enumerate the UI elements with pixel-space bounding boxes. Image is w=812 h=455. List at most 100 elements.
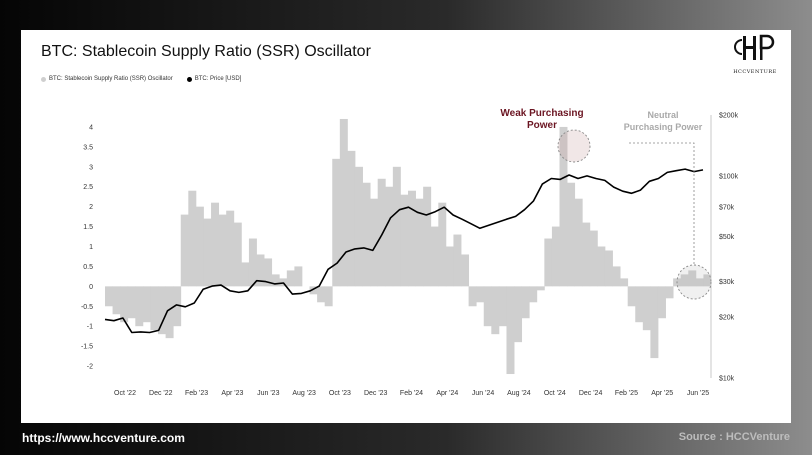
ssr-bar bbox=[521, 286, 530, 319]
neutral-power-circle bbox=[676, 264, 712, 300]
left-tick-label: -2 bbox=[87, 364, 93, 371]
ssr-bar bbox=[188, 190, 197, 287]
hcc-logo: HCCVENTURE bbox=[733, 34, 777, 75]
ssr-bar bbox=[385, 186, 394, 287]
ssr-bar bbox=[612, 266, 621, 287]
ssr-bar bbox=[377, 178, 386, 287]
ssr-bar bbox=[165, 286, 174, 339]
ssr-bar bbox=[688, 270, 697, 287]
ssr-bar bbox=[135, 286, 144, 327]
right-tick-label: $20k bbox=[719, 315, 735, 322]
weak-power-circle bbox=[557, 129, 591, 163]
x-tick-label: Feb '24 bbox=[400, 390, 423, 397]
x-tick-label: Jun '24 bbox=[472, 390, 494, 397]
right-tick-label: $200k bbox=[719, 113, 739, 120]
x-tick-label: Feb '23 bbox=[185, 390, 208, 397]
ssr-bar bbox=[635, 286, 644, 323]
ssr-bar bbox=[574, 198, 583, 287]
ssr-bar bbox=[559, 126, 568, 287]
ssr-bar bbox=[491, 286, 500, 335]
ssr-bar bbox=[529, 286, 538, 303]
ssr-bar bbox=[241, 262, 250, 287]
right-tick-label: $30k bbox=[719, 279, 735, 286]
ssr-bar bbox=[536, 286, 545, 291]
chart-svg: 4 3.5 3 2.5 2 1.5 1 0.5 0 -0.5 -1 -1.5 -2 $200k $100k $… bbox=[81, 108, 739, 397]
neutral-power-label: Neutral bbox=[647, 110, 678, 120]
ssr-bar bbox=[438, 202, 447, 287]
ssr-bar bbox=[408, 190, 416, 287]
left-tick-label: 3 bbox=[89, 164, 93, 171]
ssr-bar bbox=[650, 286, 659, 359]
ssr-bar bbox=[597, 246, 606, 287]
ssr-bar bbox=[317, 286, 326, 303]
x-tick-label: Aug '23 bbox=[292, 390, 316, 397]
ssr-bar bbox=[567, 182, 576, 287]
ssr-bar bbox=[461, 254, 470, 287]
ssr-bar bbox=[445, 246, 454, 287]
x-tick-label: Dec '24 bbox=[579, 390, 603, 397]
ssr-bar bbox=[158, 286, 167, 335]
ssr-bar bbox=[544, 238, 553, 287]
legend-dot-price bbox=[186, 76, 192, 82]
legend-label-price: BTC: Price [USD] bbox=[194, 76, 242, 82]
right-tick-label: $10k bbox=[719, 376, 735, 383]
ssr-bar bbox=[256, 254, 265, 287]
legend-item-ssr: BTC: Stablecoin Supply Ratio (SSR) Oscil… bbox=[41, 76, 173, 82]
left-tick-label: 2.5 bbox=[83, 184, 93, 191]
ssr-bar bbox=[309, 286, 318, 295]
legend-dot-ssr bbox=[41, 76, 46, 82]
ssr-bar bbox=[430, 226, 439, 287]
ssr-bar bbox=[620, 278, 629, 287]
footer-source: Source : HCCVenture bbox=[678, 431, 790, 443]
ssr-bar bbox=[173, 286, 182, 327]
price-line bbox=[104, 168, 704, 334]
ssr-bar bbox=[203, 218, 212, 287]
ssr-bar bbox=[332, 158, 341, 287]
x-tick-label: Oct '24 bbox=[544, 390, 566, 397]
chart-card: BTC: Stablecoin Supply Ratio (SSR) Oscil… bbox=[21, 30, 791, 423]
x-tick-label: Jun '25 bbox=[687, 390, 709, 397]
ssr-bar bbox=[695, 278, 704, 287]
left-tick-label: -1.5 bbox=[81, 344, 93, 351]
left-tick-label: 1 bbox=[89, 244, 93, 251]
legend-label-ssr: BTC: Stablecoin Supply Ratio (SSR) Oscil… bbox=[49, 76, 173, 82]
ssr-bar bbox=[112, 286, 121, 315]
left-tick-label: 0.5 bbox=[83, 264, 93, 271]
ssr-bar bbox=[347, 150, 356, 287]
x-tick-label: Dec '22 bbox=[149, 390, 173, 397]
ssr-bar bbox=[120, 286, 129, 323]
ssr-bar bbox=[226, 210, 235, 287]
ssr-bar bbox=[476, 286, 485, 303]
ssr-bar bbox=[506, 286, 515, 375]
x-tick-label: Feb '25 bbox=[615, 390, 638, 397]
ssr-bar bbox=[657, 286, 666, 319]
ssr-bar bbox=[642, 286, 651, 331]
neutral-power-label: Purchasing Power bbox=[624, 122, 703, 132]
left-tick-label: 2 bbox=[89, 204, 93, 211]
x-tick-label: Oct '23 bbox=[329, 390, 351, 397]
right-tick-label: $50k bbox=[719, 234, 735, 241]
ssr-bar bbox=[423, 186, 432, 287]
ssr-bar bbox=[180, 214, 189, 287]
chart-title: BTC: Stablecoin Supply Ratio (SSR) Oscil… bbox=[41, 43, 371, 60]
footer-url-link[interactable]: https://www.hccventure.com bbox=[22, 431, 185, 445]
left-tick-label: 1.5 bbox=[83, 224, 93, 231]
ssr-bar bbox=[589, 230, 598, 287]
ssr-bar bbox=[105, 286, 113, 307]
legend: BTC: Stablecoin Supply Ratio (SSR) Oscil… bbox=[41, 76, 241, 82]
ssr-bar bbox=[665, 286, 674, 299]
x-tick-label: Dec '23 bbox=[364, 390, 388, 397]
hcc-logo-icon bbox=[734, 34, 775, 60]
x-tick-label: Apr '23 bbox=[221, 390, 243, 397]
ssr-bar bbox=[453, 234, 462, 287]
ssr-bar bbox=[127, 286, 136, 319]
ssr-bar bbox=[354, 166, 363, 287]
ssr-bar bbox=[551, 226, 560, 287]
left-tick-label: -1 bbox=[87, 324, 93, 331]
x-tick-label: Apr '25 bbox=[651, 390, 673, 397]
ssr-bar bbox=[264, 258, 273, 287]
x-tick-label: Apr '24 bbox=[436, 390, 458, 397]
right-tick-label: $100k bbox=[719, 173, 739, 180]
ssr-bar bbox=[514, 286, 523, 343]
ssr-bar bbox=[150, 286, 159, 331]
